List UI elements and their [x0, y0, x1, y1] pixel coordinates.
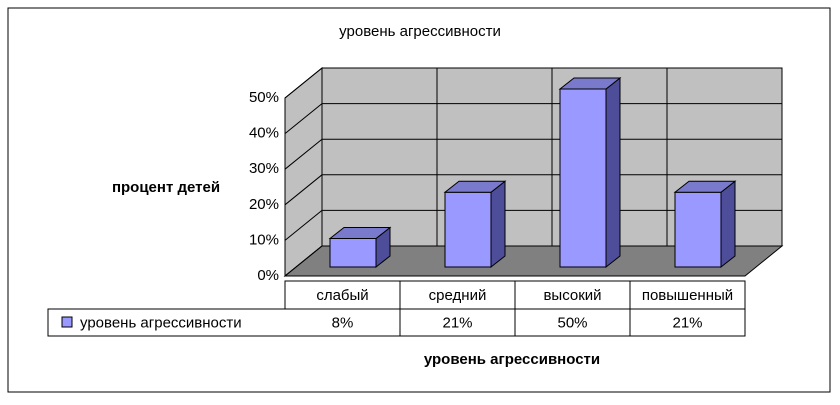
grid-line	[284, 174, 782, 206]
bar	[328, 226, 392, 269]
bar	[558, 76, 622, 269]
grid-line	[284, 67, 782, 99]
plot-area	[283, 66, 784, 278]
bar-side	[720, 180, 736, 269]
y-tick-label: 30%	[249, 160, 279, 177]
x-axis-label: уровень агрессивности	[424, 351, 600, 368]
y-tick-label: 0%	[257, 267, 279, 284]
y-axis-label: процент детей	[112, 179, 220, 196]
table-data-row	[47, 308, 746, 337]
bar	[673, 180, 737, 269]
y-tick-label: 20%	[249, 196, 279, 213]
x-tick-label: высокий	[543, 287, 601, 304]
table-value: 8%	[332, 314, 354, 331]
bar-side	[605, 76, 621, 269]
legend-label: уровень агрессивности	[80, 314, 242, 331]
legend-swatch	[61, 316, 73, 328]
x-tick-label: слабый	[316, 287, 368, 304]
grid-line	[284, 103, 782, 134]
grid-line	[284, 138, 782, 170]
bar-top	[673, 180, 737, 193]
bar-front	[674, 191, 722, 268]
table-value: 50%	[557, 314, 587, 331]
table-value: 21%	[442, 314, 472, 331]
x-tick-label: средний	[429, 287, 487, 304]
y-tick-label: 40%	[249, 125, 279, 142]
bar-front	[329, 238, 377, 268]
bar-top	[443, 180, 507, 193]
chart-title: уровень агрессивности	[339, 23, 501, 40]
bar-side	[490, 180, 506, 269]
x-tick-label: повышенный	[642, 287, 733, 304]
side-wall	[284, 66, 323, 278]
y-tick-label: 10%	[249, 231, 279, 248]
y-tick-label: 50%	[249, 89, 279, 106]
table-value: 21%	[672, 314, 702, 331]
bar-top	[558, 77, 622, 90]
bar-front	[444, 191, 492, 268]
grid-line	[284, 209, 782, 241]
bar-top	[328, 227, 392, 240]
bar-front	[559, 88, 607, 268]
bar	[443, 180, 507, 269]
grid-line	[284, 245, 782, 277]
